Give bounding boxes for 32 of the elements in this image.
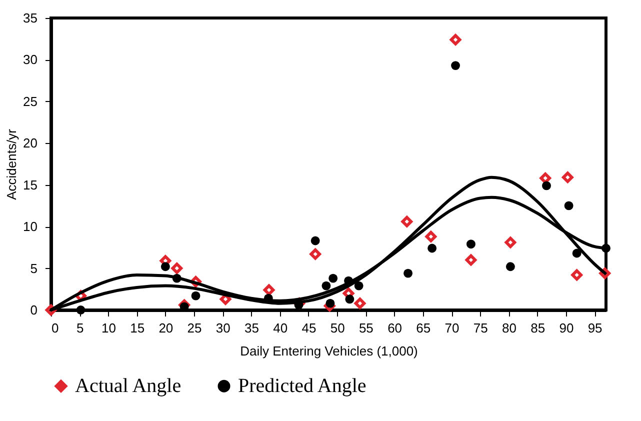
x-tick-label: 50 bbox=[330, 320, 345, 336]
y-tick-label: 10 bbox=[23, 219, 38, 234]
x-tick-label: 65 bbox=[416, 320, 431, 336]
x-tick-label: 10 bbox=[101, 320, 116, 336]
y-tick-label: 0 bbox=[30, 302, 38, 318]
x-tick-label: 55 bbox=[358, 320, 374, 336]
x-tick-label: 95 bbox=[588, 320, 602, 336]
x-tick-label: 25 bbox=[187, 320, 202, 336]
y-tick-label: 25 bbox=[23, 94, 38, 109]
x-tick-label: 45 bbox=[302, 320, 316, 336]
x-tick-label: 60 bbox=[388, 320, 402, 336]
legend-label: Actual Angle bbox=[75, 375, 182, 398]
x-tick-label: 85 bbox=[530, 320, 546, 336]
y-tick-label: 15 bbox=[23, 177, 38, 192]
x-tick-label: 35 bbox=[244, 320, 259, 336]
x-tick-label: 5 bbox=[76, 320, 84, 336]
x-tick-label: 40 bbox=[273, 320, 288, 336]
x-tick-label: 15 bbox=[130, 320, 145, 336]
legend-label: Predicted Angle bbox=[238, 375, 366, 398]
y-tick-label: 20 bbox=[23, 136, 38, 151]
y-tick-label: 30 bbox=[23, 52, 38, 68]
x-tick-label: 70 bbox=[444, 320, 460, 336]
y-tick-label: 35 bbox=[23, 10, 38, 26]
y-tick-label: 5 bbox=[30, 260, 38, 276]
x-tick-label: 0 bbox=[52, 320, 59, 336]
x-tick-label: 80 bbox=[502, 320, 516, 336]
x-tick-label: 20 bbox=[158, 320, 174, 336]
x-tick-label: 30 bbox=[216, 320, 230, 336]
x-tick-label: 75 bbox=[473, 320, 488, 336]
y-axis-title: Accidents/yr bbox=[4, 128, 20, 200]
x-tick-label: 90 bbox=[559, 320, 574, 336]
x-axis-title: Daily Entering Vehicles (1,000) bbox=[240, 344, 418, 358]
